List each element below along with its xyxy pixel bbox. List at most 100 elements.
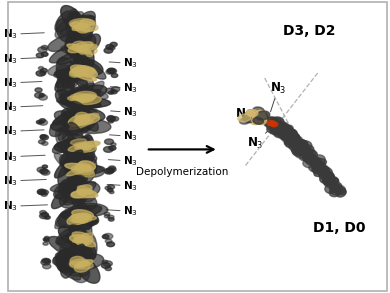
Ellipse shape [54, 139, 90, 153]
Ellipse shape [67, 165, 90, 176]
Ellipse shape [300, 141, 312, 150]
Ellipse shape [41, 212, 48, 217]
Ellipse shape [72, 216, 85, 222]
Ellipse shape [67, 55, 87, 81]
Ellipse shape [69, 233, 93, 260]
Ellipse shape [35, 88, 42, 92]
Ellipse shape [76, 96, 101, 105]
Ellipse shape [309, 157, 321, 165]
Text: N$_3$: N$_3$ [3, 27, 44, 41]
Ellipse shape [71, 180, 89, 206]
Ellipse shape [51, 181, 78, 209]
Ellipse shape [105, 186, 111, 190]
Ellipse shape [74, 211, 92, 230]
Ellipse shape [63, 85, 107, 104]
Ellipse shape [56, 227, 78, 244]
Ellipse shape [70, 22, 92, 32]
Ellipse shape [299, 147, 311, 155]
Ellipse shape [77, 190, 98, 197]
Ellipse shape [69, 239, 91, 253]
Ellipse shape [72, 18, 92, 44]
Ellipse shape [303, 149, 316, 157]
Ellipse shape [313, 155, 325, 164]
Ellipse shape [68, 16, 94, 37]
Ellipse shape [109, 168, 116, 172]
Ellipse shape [79, 145, 96, 152]
Ellipse shape [107, 242, 115, 247]
Ellipse shape [108, 69, 117, 74]
Ellipse shape [55, 204, 81, 229]
Ellipse shape [75, 141, 100, 150]
Ellipse shape [71, 163, 104, 177]
Ellipse shape [74, 58, 103, 75]
Ellipse shape [297, 144, 310, 152]
Ellipse shape [43, 242, 48, 245]
Ellipse shape [41, 170, 50, 175]
Ellipse shape [67, 156, 97, 176]
Ellipse shape [72, 210, 94, 219]
Text: N$_3$: N$_3$ [270, 81, 286, 112]
Ellipse shape [80, 19, 95, 25]
Ellipse shape [77, 185, 92, 194]
Ellipse shape [64, 108, 98, 121]
Ellipse shape [280, 125, 292, 134]
Ellipse shape [64, 153, 95, 173]
Ellipse shape [102, 260, 108, 263]
Ellipse shape [70, 93, 94, 102]
Ellipse shape [71, 87, 108, 100]
Ellipse shape [271, 125, 284, 133]
Ellipse shape [73, 91, 97, 100]
Ellipse shape [71, 119, 111, 133]
Ellipse shape [54, 111, 90, 132]
Ellipse shape [41, 259, 50, 265]
Ellipse shape [43, 259, 51, 263]
Ellipse shape [287, 133, 300, 142]
Ellipse shape [69, 11, 82, 43]
Ellipse shape [67, 205, 102, 219]
Ellipse shape [60, 23, 90, 35]
Ellipse shape [289, 137, 301, 146]
Ellipse shape [79, 236, 92, 246]
Ellipse shape [299, 147, 311, 155]
Text: N$_3$: N$_3$ [110, 130, 138, 143]
Ellipse shape [74, 56, 106, 79]
Ellipse shape [302, 153, 314, 162]
Ellipse shape [54, 153, 83, 178]
Ellipse shape [301, 145, 314, 154]
Ellipse shape [329, 184, 341, 191]
Ellipse shape [280, 128, 292, 137]
Ellipse shape [66, 37, 89, 69]
Ellipse shape [72, 226, 85, 249]
Ellipse shape [312, 166, 323, 174]
Ellipse shape [55, 150, 83, 178]
Ellipse shape [37, 189, 46, 195]
Ellipse shape [60, 88, 94, 99]
Ellipse shape [76, 208, 92, 236]
Ellipse shape [327, 177, 339, 185]
Ellipse shape [111, 87, 120, 92]
Ellipse shape [256, 111, 270, 120]
Ellipse shape [66, 139, 83, 164]
Ellipse shape [330, 182, 342, 190]
Ellipse shape [73, 113, 99, 125]
Ellipse shape [53, 108, 86, 125]
Ellipse shape [323, 172, 334, 180]
Ellipse shape [270, 125, 283, 134]
Ellipse shape [78, 161, 96, 171]
Ellipse shape [105, 239, 112, 243]
Text: N$_3$: N$_3$ [235, 107, 261, 122]
Ellipse shape [65, 163, 91, 171]
Ellipse shape [57, 47, 92, 64]
Ellipse shape [104, 212, 110, 216]
Ellipse shape [69, 215, 92, 223]
Ellipse shape [68, 65, 94, 88]
Ellipse shape [39, 213, 49, 219]
Ellipse shape [55, 70, 91, 80]
Ellipse shape [39, 67, 44, 70]
Ellipse shape [67, 40, 90, 70]
Ellipse shape [111, 74, 118, 77]
Ellipse shape [71, 203, 108, 217]
Ellipse shape [290, 136, 303, 146]
Text: N$_3$: N$_3$ [3, 76, 42, 90]
Ellipse shape [288, 136, 301, 143]
